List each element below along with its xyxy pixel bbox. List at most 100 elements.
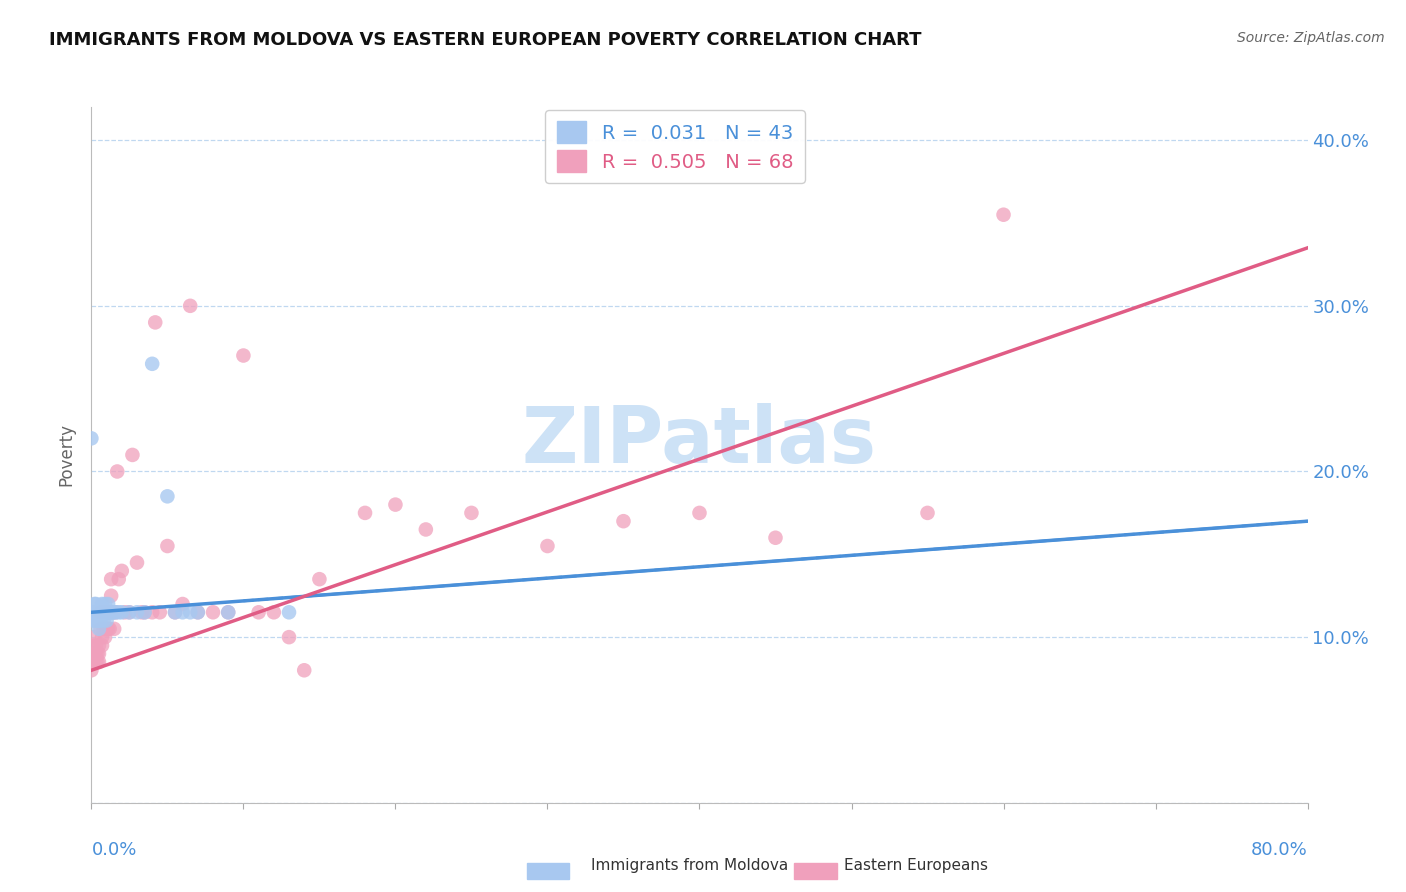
Point xyxy=(105,465,128,479)
Point xyxy=(89,605,111,619)
Point xyxy=(91,605,114,619)
Point xyxy=(84,605,107,619)
Text: Immigrants from Moldova: Immigrants from Moldova xyxy=(591,858,787,872)
Point xyxy=(80,663,103,677)
Point xyxy=(917,506,939,520)
Text: IMMIGRANTS FROM MOLDOVA VS EASTERN EUROPEAN POVERTY CORRELATION CHART: IMMIGRANTS FROM MOLDOVA VS EASTERN EUROP… xyxy=(49,31,922,49)
Point xyxy=(141,357,163,371)
Text: ZIPatlas: ZIPatlas xyxy=(522,403,877,479)
Point xyxy=(82,614,104,628)
Point xyxy=(98,622,121,636)
Point xyxy=(111,605,134,619)
Point xyxy=(101,605,124,619)
Point xyxy=(93,614,115,628)
Point xyxy=(82,639,104,653)
Point xyxy=(179,605,201,619)
Point xyxy=(308,572,330,586)
Point xyxy=(163,605,186,619)
Point xyxy=(86,655,108,669)
Point xyxy=(104,605,127,619)
Point xyxy=(114,605,136,619)
Point xyxy=(84,597,107,611)
Point xyxy=(93,605,115,619)
Point xyxy=(179,299,201,313)
Y-axis label: Poverty: Poverty xyxy=(58,424,76,486)
Point xyxy=(82,647,104,661)
Point xyxy=(96,605,118,619)
Point xyxy=(118,605,141,619)
Point xyxy=(97,605,120,619)
Point xyxy=(247,605,270,619)
Text: Source: ZipAtlas.com: Source: ZipAtlas.com xyxy=(1237,31,1385,45)
Point xyxy=(121,448,143,462)
Point xyxy=(187,605,209,619)
Text: Eastern Europeans: Eastern Europeans xyxy=(844,858,987,872)
Point xyxy=(612,514,634,528)
Point xyxy=(156,539,179,553)
Point xyxy=(103,605,125,619)
Point xyxy=(217,605,239,619)
Point xyxy=(87,605,110,619)
Point xyxy=(143,315,166,329)
Point xyxy=(82,605,104,619)
Point xyxy=(141,605,163,619)
Point xyxy=(278,630,301,644)
Point xyxy=(97,605,120,619)
Point xyxy=(83,605,105,619)
Point xyxy=(415,523,437,537)
Point xyxy=(100,605,122,619)
Point xyxy=(80,431,103,445)
Point xyxy=(87,647,110,661)
Point xyxy=(93,605,115,619)
Point xyxy=(131,605,153,619)
Point xyxy=(172,597,194,611)
Point xyxy=(100,589,122,603)
Point xyxy=(87,622,110,636)
Text: 0.0%: 0.0% xyxy=(91,841,136,859)
Point xyxy=(104,605,127,619)
Point xyxy=(278,605,301,619)
Point xyxy=(84,655,107,669)
Point xyxy=(84,614,107,628)
Point xyxy=(87,655,110,669)
Point xyxy=(83,630,105,644)
Point xyxy=(86,647,108,661)
Point xyxy=(94,605,117,619)
Point xyxy=(97,622,120,636)
Text: 80.0%: 80.0% xyxy=(1251,841,1308,859)
Point xyxy=(83,647,105,661)
Point xyxy=(98,605,121,619)
Point xyxy=(107,605,129,619)
Point xyxy=(91,639,114,653)
Point xyxy=(91,630,114,644)
Point xyxy=(202,605,225,619)
Point xyxy=(765,531,787,545)
Point xyxy=(96,605,118,619)
Point xyxy=(536,539,558,553)
Point xyxy=(156,489,179,503)
Point xyxy=(111,564,134,578)
Point xyxy=(94,630,117,644)
Point xyxy=(93,622,115,636)
Point xyxy=(263,605,285,619)
Point xyxy=(232,349,254,363)
Point xyxy=(163,605,186,619)
Point xyxy=(354,506,377,520)
Point xyxy=(187,605,209,619)
Point xyxy=(98,605,121,619)
Point xyxy=(87,639,110,653)
Point xyxy=(91,597,114,611)
Point xyxy=(172,605,194,619)
Point xyxy=(125,556,148,570)
Point xyxy=(84,639,107,653)
Point xyxy=(134,605,156,619)
Point xyxy=(460,506,482,520)
Point xyxy=(107,572,129,586)
Point xyxy=(100,572,122,586)
Point xyxy=(217,605,239,619)
Point xyxy=(97,597,120,611)
Point xyxy=(89,622,111,636)
Point xyxy=(688,506,710,520)
Point xyxy=(134,605,156,619)
Point xyxy=(103,622,125,636)
